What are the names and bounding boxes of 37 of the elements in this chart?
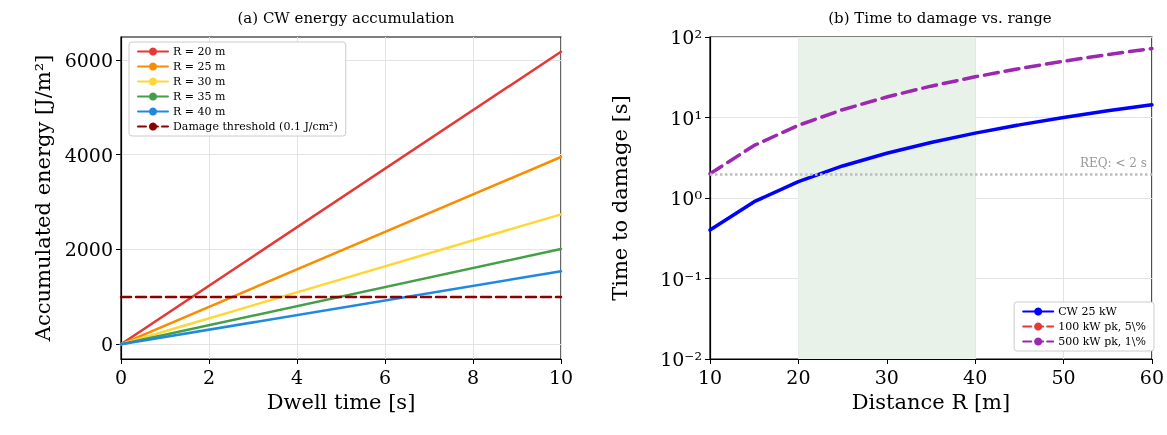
ref-line-label: REQ: < 2 s <box>1079 155 1147 170</box>
line-series <box>708 103 1154 232</box>
x-tick-label: 60 <box>1139 365 1165 388</box>
legend-label: 500 kW pk, 1\% <box>1058 335 1147 348</box>
x-tick-label: 4 <box>290 365 304 388</box>
y-tick-label: 10⁰ <box>670 187 703 209</box>
x-tick-label: 20 <box>786 365 811 388</box>
y-tick-label: 0 <box>100 333 113 356</box>
legend-label: R = 20 m <box>173 45 226 58</box>
y-tick-label: 6000 <box>64 48 113 71</box>
legend-label: R = 40 m <box>173 105 226 118</box>
x-tick-label: 30 <box>874 365 899 388</box>
legend-label: Damage threshold (0.1 J/cm²) <box>173 120 338 133</box>
legend-label: R = 25 m <box>173 60 226 73</box>
x-tick-label: 0 <box>114 365 128 388</box>
y-tick-label: 10⁻¹ <box>660 267 702 290</box>
y-tick-label: 10¹ <box>670 106 702 129</box>
legend-label: R = 30 m <box>173 75 226 88</box>
y-tick-label: 10² <box>670 26 702 48</box>
y-tick-label: 4000 <box>64 143 113 166</box>
legend-label: R = 35 m <box>173 90 226 103</box>
y-tick-label: 2000 <box>64 238 113 261</box>
legend-label: CW 25 kW <box>1058 305 1118 318</box>
x-tick-label: 2 <box>202 365 216 388</box>
x-tick-label: 50 <box>1051 365 1076 388</box>
x-axis-title: Distance R [m] <box>851 389 1011 414</box>
y-axis-title: Accumulated energy [J/m²] <box>30 54 55 343</box>
x-tick-label: 40 <box>963 365 988 388</box>
line-series <box>708 46 1154 176</box>
x-axis-title: Dwell time [s] <box>266 389 416 414</box>
chart-title: (b) Time to damage vs. range <box>828 8 1052 27</box>
x-tick-label: 10 <box>548 365 574 388</box>
y-axis-title: Time to damage [s] <box>607 95 632 301</box>
x-tick-label: 8 <box>466 365 480 388</box>
legend-label: 100 kW pk, 5\% <box>1058 320 1147 333</box>
chart-title: (a) CW energy accumulation <box>237 8 455 27</box>
x-tick-label: 6 <box>378 365 392 388</box>
